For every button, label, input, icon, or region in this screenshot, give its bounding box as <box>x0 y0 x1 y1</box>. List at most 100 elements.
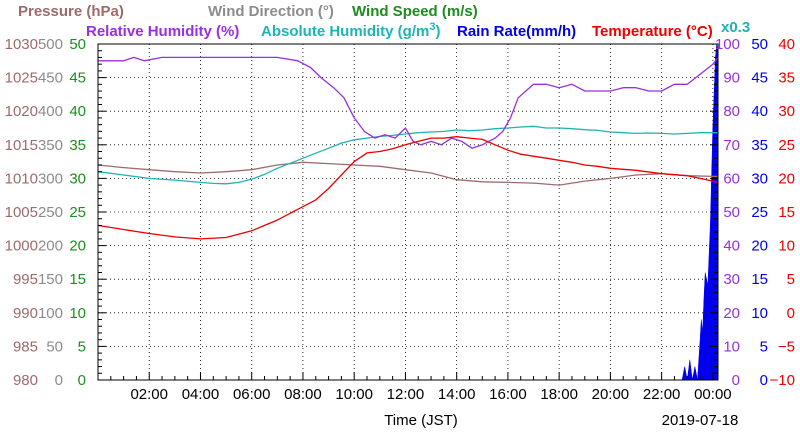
y-tick-label-temperature: 25 <box>778 137 795 154</box>
x-tick-label: 18:00 <box>540 386 578 403</box>
y-tick-label-wind-speed: 0 <box>78 372 86 389</box>
y-tick-label-wind-speed: 30 <box>69 170 86 187</box>
legend-label: Wind Direction (°) <box>208 3 334 20</box>
x-tick-label: 16:00 <box>489 386 527 403</box>
legend-label: Relative Humidity (%) <box>86 23 239 40</box>
series-absolute-humidity-g-m3 <box>97 125 718 185</box>
y-tick-label-relative-humidity: 100 <box>715 36 740 53</box>
y-tick-label-wind-direction: 400 <box>38 103 63 120</box>
y-tick-label-wind-speed: 5 <box>78 338 86 355</box>
legend-label: Wind Speed (m/s) <box>352 3 478 20</box>
y-tick-label-pressure: 1005 <box>5 204 38 221</box>
x-tick-label: 14:00 <box>438 386 476 403</box>
legend-label-text: Rain Rate(mm/h) <box>457 23 576 40</box>
x-tick-label: 06:00 <box>233 386 271 403</box>
legend: Pressure (hPa) Wind Direction (°) Wind Spe… <box>18 3 750 40</box>
legend-label-text: Temperature (°C) <box>592 23 713 40</box>
y-tick-label-wind-speed: 25 <box>69 204 86 221</box>
y-tick-label-rain-rate: 20 <box>751 238 768 255</box>
series-relative-humidity <box>98 56 719 149</box>
y-tick-label-wind-speed: 35 <box>69 137 86 154</box>
y-tick-label-wind-direction: 0 <box>55 372 63 389</box>
y-tick-label-pressure: 985 <box>13 338 38 355</box>
y-tick-label-rain-rate: 40 <box>751 103 768 120</box>
legend-label: Pressure (hPa) <box>18 3 124 20</box>
y-tick-label-wind-speed: 20 <box>69 238 86 255</box>
axes: 9809859909951000100510101015102010251030… <box>5 36 795 389</box>
y-tick-label-relative-humidity: 20 <box>723 305 740 322</box>
series-pressure-hpa <box>97 161 718 186</box>
y-tick-label-relative-humidity: 0 <box>732 372 740 389</box>
x-tick-label: 00:00 <box>694 386 732 403</box>
y-tick-label-temperature: −10 <box>770 372 795 389</box>
y-tick-label-pressure: 1020 <box>5 103 38 120</box>
y-tick-label-temperature: 40 <box>778 36 795 53</box>
date-label: 2019-07-18 <box>662 412 739 429</box>
y-tick-label-relative-humidity: 70 <box>723 137 740 154</box>
y-tick-label-rain-rate: 45 <box>751 70 768 87</box>
y-tick-label-wind-direction: 500 <box>38 36 63 53</box>
y-tick-label-wind-direction: 300 <box>38 170 63 187</box>
y-tick-label-wind-direction: 100 <box>38 305 63 322</box>
legend-label-text: Absolute Humidity (g/m <box>261 23 429 40</box>
y-tick-label-relative-humidity: 40 <box>723 238 740 255</box>
legend-label: Rain Rate(mm/h) <box>457 23 576 40</box>
y-tick-label-pressure: 1000 <box>5 238 38 255</box>
y-tick-label-wind-speed: 15 <box>69 271 86 288</box>
y-tick-label-wind-direction: 150 <box>38 271 63 288</box>
y-tick-label-rain-rate: 30 <box>751 170 768 187</box>
y-tick-label-relative-humidity: 60 <box>723 170 740 187</box>
y-tick-label-rain-rate: 5 <box>760 338 768 355</box>
x-tick-label: 04:00 <box>182 386 220 403</box>
series-temperature-c <box>97 136 719 240</box>
x-tick-label: 22:00 <box>643 386 681 403</box>
legend-label-sup: 3 <box>429 21 435 33</box>
x-tick-label: 02:00 <box>130 386 168 403</box>
axis-multiplier: x0.3 <box>721 19 750 36</box>
y-tick-label-wind-speed: 50 <box>69 36 86 53</box>
y-tick-label-relative-humidity: 90 <box>723 70 740 87</box>
x-tick-label: 20:00 <box>592 386 630 403</box>
y-tick-label-wind-speed: 10 <box>69 305 86 322</box>
y-tick-label-wind-direction: 50 <box>46 338 63 355</box>
y-tick-label-rain-rate: 10 <box>751 305 768 322</box>
x-axis-label: Time (JST) <box>384 412 458 429</box>
y-tick-label-rain-rate: 25 <box>751 204 768 221</box>
y-tick-label-temperature: 30 <box>778 103 795 120</box>
y-tick-label-relative-humidity: 30 <box>723 271 740 288</box>
y-tick-label-wind-direction: 200 <box>38 238 63 255</box>
x-tick-label: 08:00 <box>284 386 322 403</box>
y-tick-label-relative-humidity: 50 <box>723 204 740 221</box>
series-layer <box>97 43 719 381</box>
y-tick-label-rain-rate: 0 <box>760 372 768 389</box>
y-tick-label-temperature: 35 <box>778 70 795 87</box>
y-tick-label-relative-humidity: 10 <box>723 338 740 355</box>
y-tick-label-pressure: 1015 <box>5 137 38 154</box>
y-tick-label-pressure: 980 <box>13 372 38 389</box>
y-tick-label-temperature: 15 <box>778 204 795 221</box>
y-tick-label-wind-speed: 40 <box>69 103 86 120</box>
y-tick-label-pressure: 1010 <box>5 170 38 187</box>
y-tick-label-wind-speed: 45 <box>69 70 86 87</box>
y-tick-label-pressure: 1025 <box>5 70 38 87</box>
legend-label-suffix: ) <box>435 23 440 40</box>
y-tick-label-rain-rate: 35 <box>751 137 768 154</box>
x-axis: 02:00 04:00 06:00 08:00 10:00 12:00 14:00 16:00… <box>110 372 739 429</box>
y-tick-label-rain-rate: 50 <box>751 36 768 53</box>
y-tick-label-temperature: −5 <box>778 338 795 355</box>
y-tick-label-temperature: 0 <box>787 305 795 322</box>
legend-label-text: Relative Humidity (%) <box>86 23 239 40</box>
y-tick-label-pressure: 990 <box>13 305 38 322</box>
y-tick-label-wind-direction: 450 <box>38 70 63 87</box>
y-tick-label-rain-rate: 15 <box>751 271 768 288</box>
y-tick-label-relative-humidity: 80 <box>723 103 740 120</box>
y-tick-label-pressure: 995 <box>13 271 38 288</box>
y-tick-label-temperature: 20 <box>778 170 795 187</box>
x-tick-label: 12:00 <box>387 386 425 403</box>
x-tick-label: 10:00 <box>335 386 373 403</box>
legend-label: Absolute Humidity (g/m3) <box>261 21 440 40</box>
legend-label: Temperature (°C) <box>592 23 713 40</box>
